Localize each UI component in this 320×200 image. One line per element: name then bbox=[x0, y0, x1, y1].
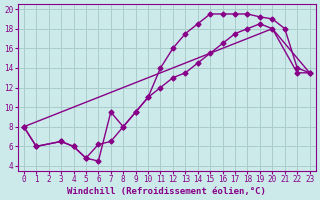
X-axis label: Windchill (Refroidissement éolien,°C): Windchill (Refroidissement éolien,°C) bbox=[67, 187, 266, 196]
